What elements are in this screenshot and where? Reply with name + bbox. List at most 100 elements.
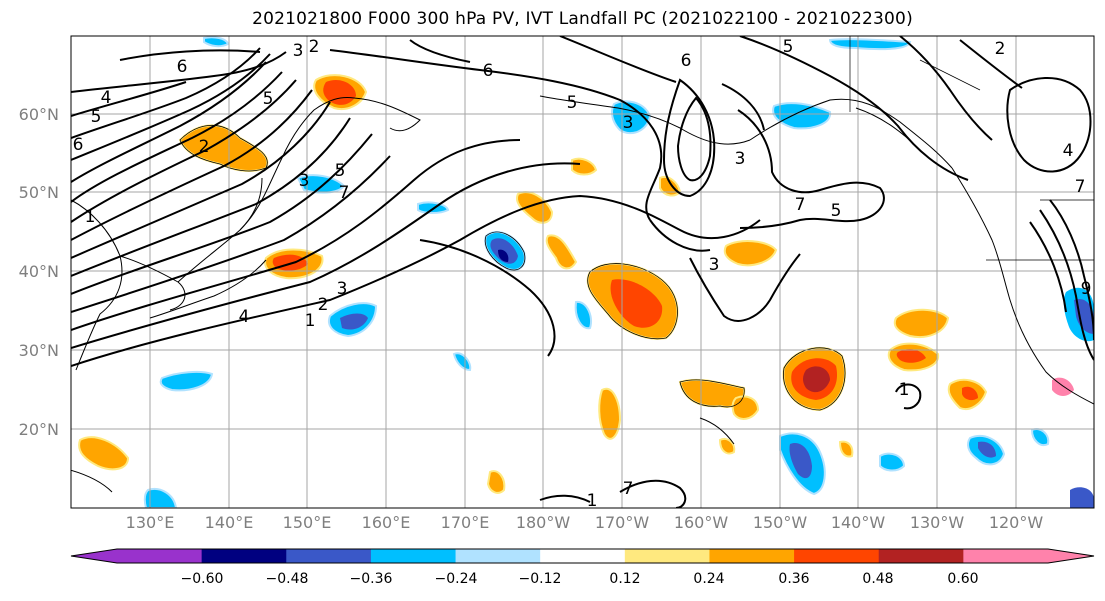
positive-anomaly-blob <box>782 347 846 412</box>
contour-label: 7 <box>339 183 350 203</box>
positive-anomaly-blob <box>893 308 950 338</box>
colorbar-segment <box>286 549 372 563</box>
map-frame <box>70 35 1095 509</box>
colorbar-tick-label: 0.36 <box>778 571 810 587</box>
colorbar-segment <box>794 549 880 563</box>
colorbar-segment <box>117 549 203 563</box>
positive-anomaly-blob <box>78 436 130 471</box>
contour-label: 6 <box>73 135 84 155</box>
lon-label: 150°E <box>282 513 332 532</box>
lon-label: 130°E <box>125 513 175 532</box>
lat-label: 30°N <box>18 341 59 360</box>
lon-label: 140°W <box>830 513 886 532</box>
colorbar-tick-label: 0.12 <box>609 571 641 587</box>
contour-label: 1 <box>85 207 96 227</box>
lon-label: 150°W <box>752 513 808 532</box>
negative-anomaly-blob <box>452 352 472 372</box>
positive-anomaly-blob <box>723 240 778 267</box>
colorbar-segment <box>963 549 1049 563</box>
positive-anomaly-blob <box>947 378 988 410</box>
contour-label: 2 <box>318 295 329 315</box>
contour-label: 2 <box>995 39 1006 59</box>
contour-label: 7 <box>623 479 634 499</box>
negative-anomaly-blob <box>879 452 906 472</box>
colorbar-segment <box>201 549 287 563</box>
colorbar-segment <box>878 549 964 563</box>
contour-label: 4 <box>101 88 112 108</box>
lon-label: 170°W <box>594 513 650 532</box>
colorbar-extend-high <box>1048 549 1094 563</box>
contour-label: 7 <box>1075 177 1086 197</box>
negative-anomaly-blob <box>1070 487 1094 508</box>
contour-label: 1 <box>587 491 598 511</box>
negative-anomaly-blob <box>828 38 912 51</box>
lat-label: 40°N <box>18 262 59 281</box>
lat-label: 50°N <box>18 183 59 202</box>
colorbar-segment <box>540 549 626 563</box>
colorbar <box>70 548 1095 564</box>
positive-anomaly-blob <box>571 157 598 176</box>
positive-anomaly-blob <box>598 387 622 440</box>
colorbar-segment <box>624 549 711 563</box>
contour-label: 6 <box>483 61 494 81</box>
lon-label: 160°W <box>673 513 729 532</box>
negative-anomaly-blob <box>574 300 592 330</box>
contour-label: 5 <box>831 201 842 221</box>
contour-label: 5 <box>783 37 794 57</box>
colorbar-tick-label: −0.60 <box>180 571 224 587</box>
contour-label: 6 <box>177 57 188 77</box>
lat-label: 20°N <box>18 420 59 439</box>
colorbar-segment <box>455 549 541 563</box>
positive-anomaly-blob <box>545 234 578 270</box>
contour-label: 2 <box>309 37 320 57</box>
coastlines <box>71 36 1094 493</box>
colorbar-tick-label: 0.60 <box>947 571 979 587</box>
negative-anomaly-blob <box>484 231 526 271</box>
lat-label: 60°N <box>18 105 59 124</box>
contour-label: 5 <box>335 161 346 181</box>
negative-anomaly-blob <box>779 432 826 496</box>
negative-anomaly-blob <box>967 435 1006 466</box>
lon-label: 180°W <box>515 513 571 532</box>
contour-label: 2 <box>199 137 210 157</box>
contour-label: 3 <box>735 149 746 169</box>
graticule <box>71 36 1094 508</box>
contour-label: 3 <box>623 113 634 133</box>
contour-label: 4 <box>239 307 250 327</box>
contour-label: 5 <box>567 93 578 113</box>
colorbar-segment <box>370 549 457 563</box>
pv-anomaly-fill <box>78 36 1094 508</box>
colorbar-outline <box>70 548 1095 564</box>
lon-label: 130°W <box>909 513 965 532</box>
contour-label: 3 <box>709 255 720 275</box>
contour-label: 6 <box>681 51 692 71</box>
colorbar-extend-low <box>71 549 117 563</box>
lon-label: 170°E <box>440 513 490 532</box>
contour-label: 5 <box>263 89 274 109</box>
contour-label: 1 <box>899 380 910 400</box>
contour-label: 3 <box>337 279 348 299</box>
colorbar-tick-label: −0.48 <box>265 571 309 587</box>
negative-anomaly-blob <box>328 302 378 338</box>
colorbar-tick-label: 0.48 <box>862 571 894 587</box>
map-panel: 2 3 5 6 4 5 6 1 2 3 5 7 3 5 6 3 1 2 4 5 … <box>71 36 1094 511</box>
colorbar-tick-label: 0.24 <box>693 571 725 587</box>
contour-label: 1 <box>305 311 316 331</box>
lon-label: 120°W <box>988 513 1044 532</box>
colorbar-tick-label: −0.36 <box>349 571 393 587</box>
contour-label: 3 <box>293 41 304 61</box>
contour-label: 7 <box>795 195 806 215</box>
positive-anomaly-blob <box>313 74 368 110</box>
colorbar-segment <box>709 549 795 563</box>
lon-label: 160°E <box>361 513 411 532</box>
contour-label: 5 <box>91 107 102 127</box>
lon-label: 140°E <box>204 513 254 532</box>
colorbar-tick-label: −0.12 <box>518 571 562 587</box>
positive-anomaly-blob <box>586 262 679 340</box>
contour-label: 4 <box>1063 141 1074 161</box>
negative-anomaly-blob <box>772 102 832 130</box>
colorbar-tick-label: −0.24 <box>434 571 478 587</box>
contour-label: 3 <box>299 171 310 191</box>
negative-anomaly-blob <box>143 488 178 508</box>
